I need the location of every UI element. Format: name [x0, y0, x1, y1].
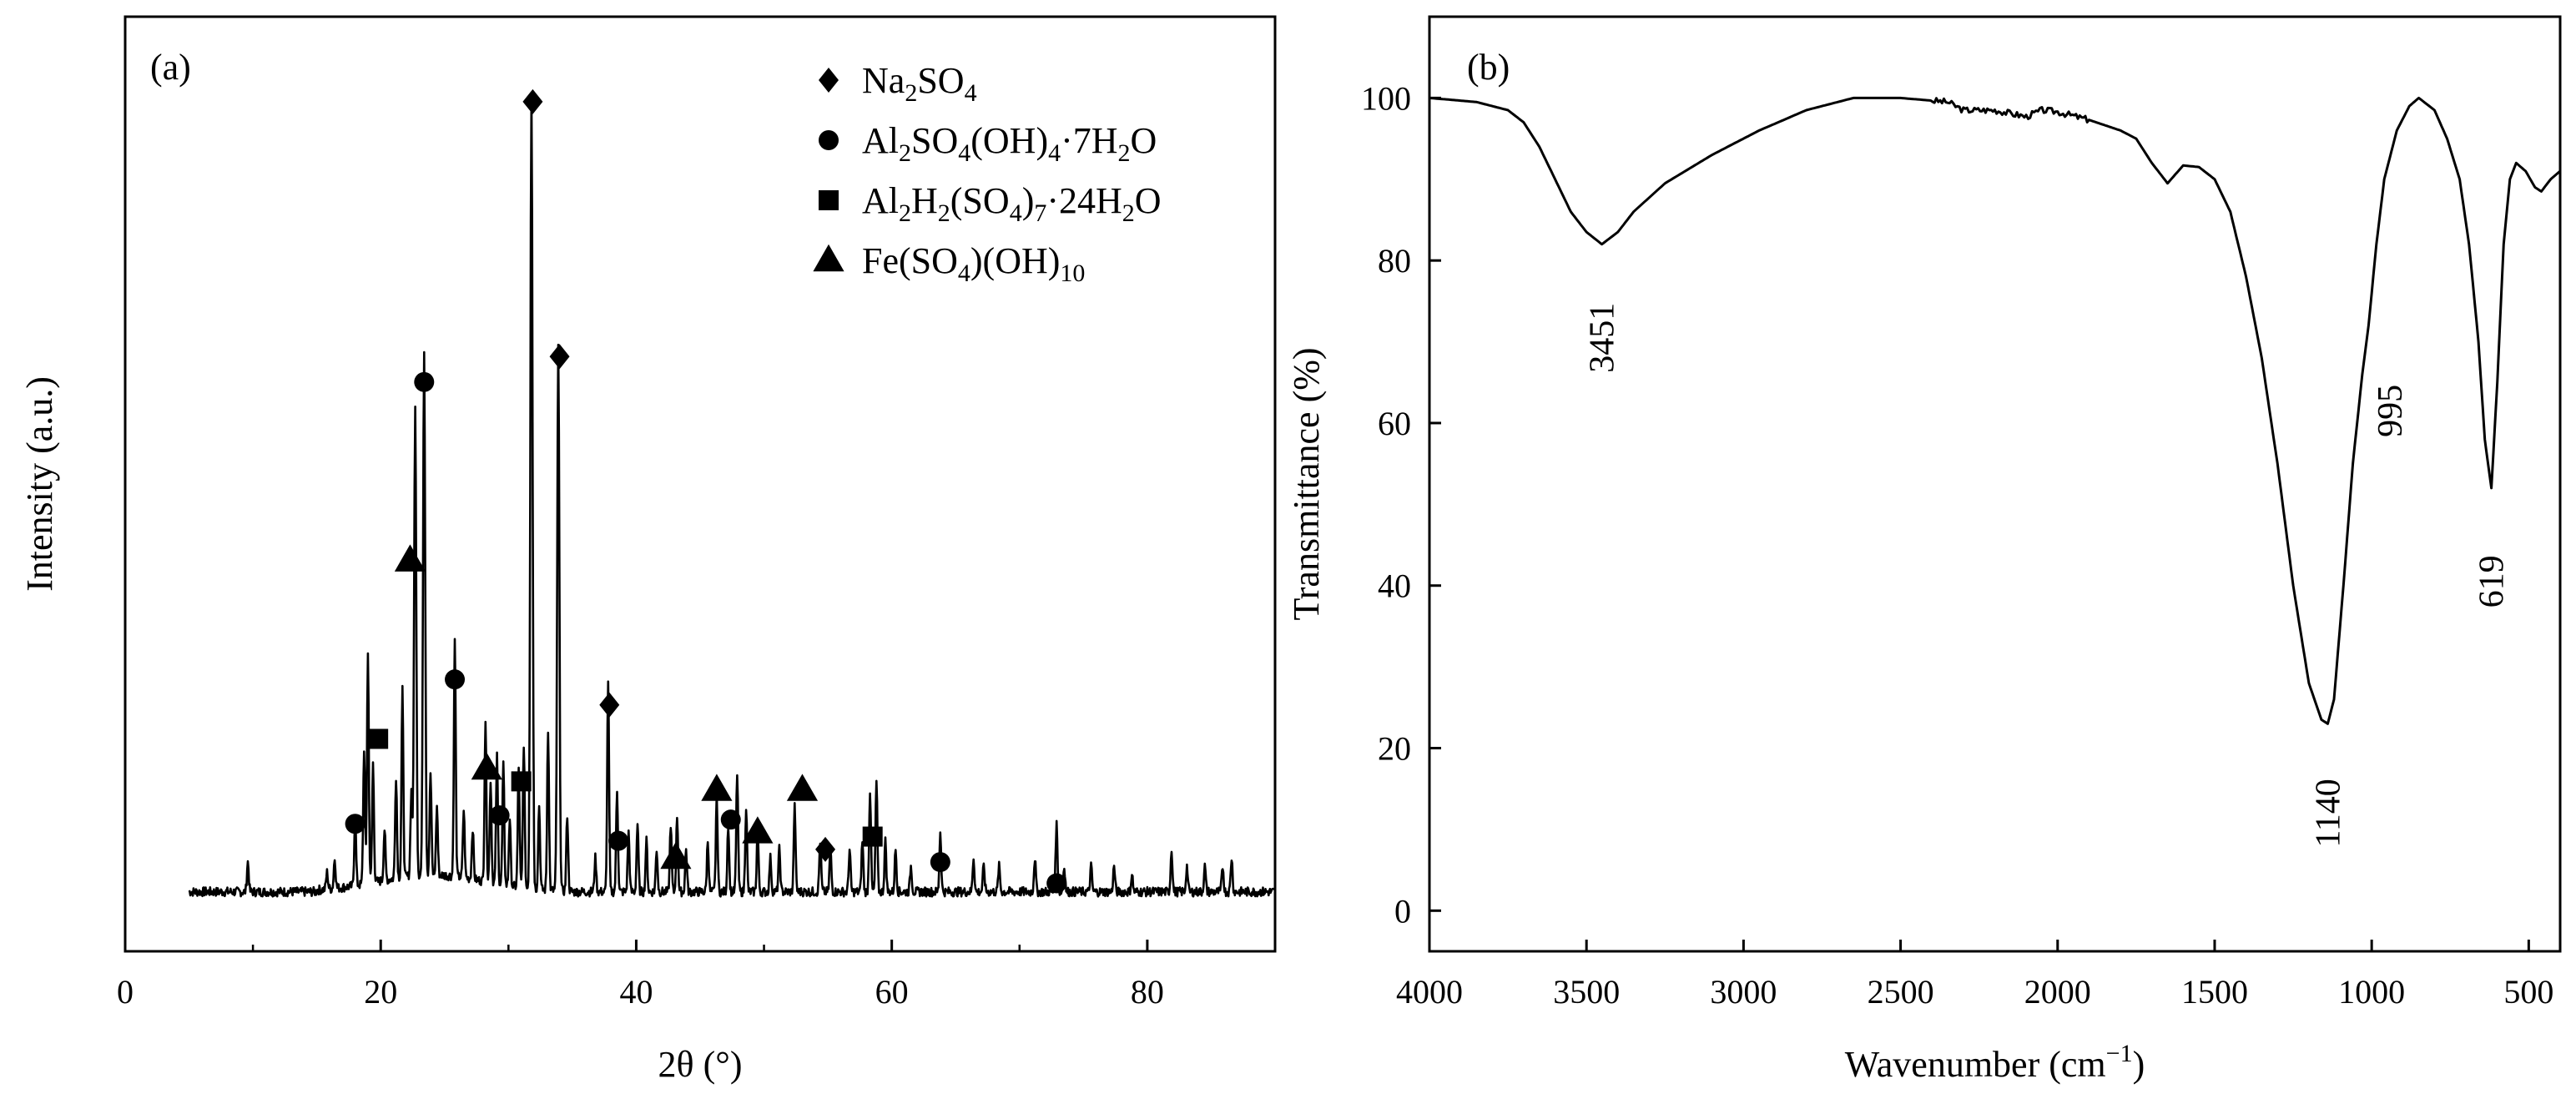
phase-marker-diamond [549, 344, 570, 370]
legend-item-feso4oh10: Fe(SO4)(OH)10 [813, 240, 1085, 287]
phase-marker-triangle [786, 774, 819, 801]
panel-label-a: (a) [150, 47, 191, 88]
phase-marker-square [511, 771, 532, 792]
phase-marker-circle [720, 809, 741, 830]
x-tick-label-a: 0 [117, 973, 134, 1011]
phase-markers [345, 88, 1067, 894]
legend: Na2SO4 Al2SO4(OH)4·7H2O Al2H2(SO4)7·24H2… [813, 60, 1162, 287]
x-tick-label-b: 3000 [1710, 973, 1777, 1011]
phase-marker-circle [445, 669, 466, 690]
legend-label-al2h2so4: Al2H2(SO4)7·24H2O [862, 180, 1162, 227]
legend-item-na2so4: Na2SO4 [819, 60, 977, 107]
y-tick-label-b: 20 [1378, 730, 1411, 768]
phase-marker-circle [414, 371, 435, 392]
panel-b: (b) 4000 3500 3000 2500 2000 1500 1000 50002040… [1286, 15, 2562, 1085]
legend-marker-square [819, 190, 839, 210]
y-tick-label-b: 40 [1378, 567, 1411, 605]
y-axis-title-a: Intensity (a.u.) [19, 376, 60, 592]
axis-ticks-b: 4000 3500 3000 2500 2000 1500 1000 500 0 20 40 60 80… [1361, 79, 2553, 1011]
legend-label-al2so4oh4: Al2SO4(OH)4·7H2O [862, 120, 1157, 167]
y-tick-label-b: 100 [1361, 79, 1411, 117]
x-axis-ticks-a: 0 20 40 60 80 [117, 940, 1164, 1011]
phase-marker-square [368, 728, 389, 749]
phase-marker-circle [608, 830, 629, 851]
plot-frame-b [1428, 15, 2562, 953]
legend-marker-diamond [819, 68, 839, 93]
ftir-spectrum-line [1429, 96, 2561, 725]
x-tick-label-a: 40 [619, 973, 653, 1011]
x-tick-label-b: 500 [2503, 973, 2553, 1011]
plot-frame-a [124, 15, 1277, 953]
xrd-pattern-line [188, 92, 1276, 898]
phase-marker-square [862, 826, 883, 847]
phase-marker-triangle [660, 841, 692, 870]
x-tick-label-b: 4000 [1396, 973, 1463, 1011]
phase-marker-triangle [394, 544, 426, 572]
legend-marker-triangle [813, 244, 844, 272]
phase-marker-circle [930, 852, 950, 873]
phase-marker-circle [1046, 873, 1067, 894]
peak-label-1140: 1140 [2309, 779, 2347, 847]
panel-a: (a) 0 20 40 60 80 Na2SO4 Al2SO4(OH)4·7H2O Al… [19, 15, 1277, 1085]
phase-marker-diamond [522, 88, 543, 114]
legend-label-na2so4: Na2SO4 [862, 60, 977, 107]
y-tick-label-b: 0 [1394, 892, 1411, 930]
legend-marker-circle [819, 130, 839, 150]
x-tick-label-b: 2000 [2024, 973, 2091, 1011]
phase-marker-triangle [701, 774, 733, 801]
x-tick-label-a: 60 [875, 973, 909, 1011]
y-tick-label-b: 60 [1378, 405, 1411, 442]
legend-item-al2h2so4: Al2H2(SO4)7·24H2O [819, 180, 1162, 227]
phase-marker-circle [489, 805, 510, 826]
peak-annotations: 3451 1140 995 619 [1584, 303, 2512, 848]
peak-label-3451: 3451 [1584, 303, 1622, 373]
y-axis-title-b: Transmittance (%) [1286, 347, 1327, 620]
phase-marker-diamond [815, 836, 836, 862]
phase-marker-diamond [599, 692, 620, 718]
peak-label-995: 995 [2372, 385, 2410, 437]
legend-item-al2so4oh4: Al2SO4(OH)4·7H2O [819, 120, 1157, 167]
peak-label-619: 619 [2473, 555, 2512, 607]
x-tick-label-b: 3500 [1553, 973, 1620, 1011]
phase-marker-triangle [471, 752, 502, 780]
legend-label-feso4oh10: Fe(SO4)(OH)10 [862, 240, 1085, 287]
y-tick-label-b: 80 [1378, 242, 1411, 280]
x-axis-title-b: Wavenumber (cm−1) [1845, 1040, 2145, 1085]
phase-marker-triangle [742, 816, 774, 844]
x-tick-label-a: 80 [1131, 973, 1164, 1011]
x-tick-label-b: 1000 [2338, 973, 2405, 1011]
x-tick-label-a: 20 [364, 973, 397, 1011]
x-axis-title-a: 2θ (°) [658, 1044, 743, 1085]
panel-label-b: (b) [1467, 47, 1510, 88]
phase-marker-circle [345, 814, 365, 834]
x-tick-label-b: 2500 [1868, 973, 1934, 1011]
x-tick-label-b: 1500 [2181, 973, 2248, 1011]
